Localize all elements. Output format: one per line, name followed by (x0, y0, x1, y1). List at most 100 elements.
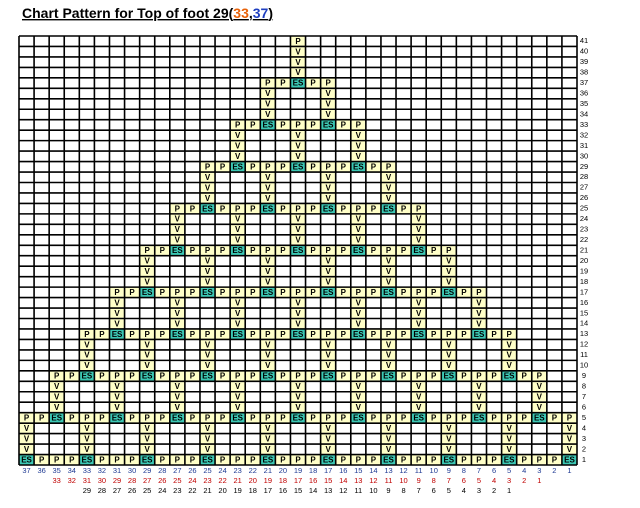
stitch-symbol: V (145, 340, 151, 349)
stitch-cell (380, 433, 397, 445)
stitch-symbol: V (145, 277, 151, 286)
stitch-symbol: V (175, 393, 181, 402)
stitch-cell (230, 161, 246, 173)
stitch-cell (531, 402, 547, 413)
stitch-cell (290, 412, 306, 424)
stitch-cell (199, 182, 216, 193)
row-number: 31 (580, 141, 588, 150)
stitch-symbol: V (325, 194, 331, 203)
stitch-symbol: P (205, 414, 211, 423)
stitch-symbol: V (356, 319, 362, 328)
stitch-symbol: P (190, 246, 196, 255)
column-number: 2 (552, 466, 556, 475)
stitch-symbol: P (325, 79, 331, 88)
stitch-cell (305, 328, 321, 340)
stitch-cell (215, 203, 231, 214)
stitch-symbol: V (265, 173, 271, 182)
stitch-cell (34, 454, 50, 465)
stitch-symbol: V (446, 257, 452, 266)
column-number: 26 (128, 486, 136, 495)
stitch-symbol: P (145, 246, 151, 255)
column-number: 13 (324, 486, 332, 495)
row-number: 14 (580, 319, 588, 328)
stitch-cell (79, 433, 95, 445)
column-number: 19 (264, 476, 272, 485)
stitch-symbol: P (220, 414, 226, 423)
stitch-cell (411, 203, 427, 214)
stitch-symbol: P (84, 414, 90, 423)
stitch-symbol: ES (353, 414, 364, 423)
stitch-cell (411, 318, 427, 329)
stitch-symbol: P (310, 288, 316, 297)
stitch-symbol: V (84, 434, 90, 443)
stitch-cell (290, 161, 306, 173)
stitch-cell (199, 255, 216, 267)
stitch-cell (320, 119, 336, 131)
stitch-symbol: V (446, 267, 452, 276)
stitch-symbol: V (205, 277, 211, 286)
stitch-cell (501, 412, 517, 424)
stitch-cell (290, 391, 306, 403)
stitch-symbol: V (114, 319, 120, 328)
stitch-cell (305, 287, 321, 298)
stitch-cell (215, 370, 231, 382)
stitch-cell (411, 391, 427, 403)
stitch-symbol: P (310, 204, 316, 213)
stitch-cell (350, 140, 366, 152)
stitch-cell (260, 119, 276, 131)
stitch-symbol: ES (293, 330, 304, 339)
stitch-cell (199, 276, 216, 288)
stitch-symbol: P (356, 288, 362, 297)
stitch-symbol: V (356, 131, 362, 140)
stitch-symbol: V (205, 340, 211, 349)
stitch-cell (230, 328, 246, 340)
stitch-symbol: V (386, 183, 392, 192)
row-number: 17 (580, 287, 588, 296)
stitch-cell (305, 245, 321, 256)
column-number: 29 (143, 466, 151, 475)
stitch-cell (230, 412, 246, 424)
column-number: 3 (507, 476, 511, 485)
column-number: 21 (203, 486, 211, 495)
stitch-cell (79, 444, 95, 455)
stitch-cell (350, 381, 366, 392)
stitch-cell (561, 454, 577, 465)
stitch-cell (365, 287, 381, 298)
stitch-symbol: V (114, 309, 120, 318)
stitch-cell (335, 412, 351, 424)
stitch-symbol: P (220, 246, 226, 255)
stitch-symbol: V (416, 309, 422, 318)
stitch-symbol: P (431, 455, 437, 464)
column-number: 22 (188, 486, 196, 495)
stitch-symbol: V (235, 131, 241, 140)
stitch-symbol: P (235, 288, 241, 297)
stitch-cell (411, 328, 427, 340)
stitch-cell (365, 245, 381, 256)
stitch-cell (49, 412, 65, 424)
stitch-cell (426, 370, 442, 382)
row-number: 20 (580, 256, 588, 265)
stitch-cell (199, 360, 216, 371)
stitch-symbol: ES (504, 372, 515, 381)
stitch-symbol: P (220, 288, 226, 297)
stitch-symbol: P (371, 246, 377, 255)
stitch-symbol: V (205, 257, 211, 266)
stitch-cell (501, 339, 517, 350)
stitch-cell (169, 318, 185, 329)
stitch-cell (290, 297, 306, 309)
stitch-symbol: V (356, 225, 362, 234)
stitch-symbol: V (205, 173, 211, 182)
stitch-symbol: P (129, 288, 135, 297)
stitch-symbol: P (431, 372, 437, 381)
stitch-symbol: V (235, 215, 241, 224)
stitch-cell (380, 276, 397, 288)
stitch-symbol: P (401, 455, 407, 464)
stitch-cell (501, 370, 517, 382)
stitch-cell (471, 381, 487, 392)
stitch-cell (169, 287, 185, 298)
stitch-cell (411, 234, 427, 246)
stitch-symbol: ES (413, 330, 424, 339)
stitch-symbol: P (356, 204, 362, 213)
stitch-symbol: P (341, 414, 347, 423)
stitch-symbol: ES (263, 372, 274, 381)
